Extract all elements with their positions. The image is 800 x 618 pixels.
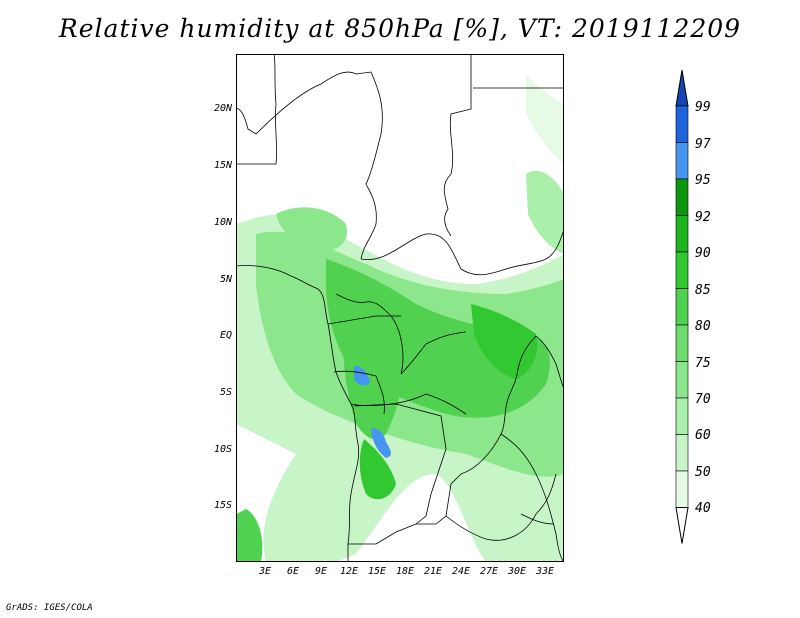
colorbar-label: 80 [695, 319, 711, 334]
lon-label: 12E [339, 566, 359, 577]
colorbar-label: 99 [695, 100, 711, 115]
colorbar-bin [675, 324, 689, 362]
colorbar-label: 85 [695, 283, 711, 298]
colorbar-bin [675, 105, 689, 143]
grads-credit: GrADS: IGES/COLA [6, 603, 93, 613]
lon-label: 18E [395, 566, 415, 577]
lat-label: 20N [213, 103, 232, 114]
lon-label: 3E [258, 566, 272, 577]
colorbar-bin [675, 397, 689, 435]
lon-label: 24E [451, 566, 471, 577]
colorbar-label: 50 [695, 465, 711, 480]
lon-label: 9E [314, 566, 328, 577]
colorbar-label: 60 [695, 428, 711, 443]
lat-label: 15N [213, 160, 232, 171]
colorbar-label: 75 [695, 356, 711, 371]
lat-label: 10N [213, 217, 232, 228]
country-borders [236, 54, 564, 562]
humidity-map [236, 54, 564, 562]
lon-label: 6E [286, 566, 300, 577]
colorbar-min-triangle [675, 507, 689, 544]
colorbar-bin [675, 361, 689, 399]
lat-label: 10S [213, 444, 232, 455]
lat-label: 15S [213, 500, 232, 511]
lat-label: EQ [219, 330, 232, 341]
colorbar-label: 95 [695, 173, 711, 188]
lat-label: 5N [219, 274, 232, 285]
colorbar-bin [675, 178, 689, 216]
colorbar-max-triangle [675, 70, 689, 107]
colorbar-bin [675, 215, 689, 253]
colorbar-bin [675, 142, 689, 180]
humidity-field [236, 74, 564, 562]
lon-label: 27E [479, 566, 499, 577]
colorbar-label: 97 [695, 137, 711, 152]
colorbar-label: 40 [695, 501, 711, 516]
colorbar-bin [675, 470, 689, 508]
colorbar-label: 90 [695, 246, 711, 261]
colorbar [675, 70, 689, 544]
colorbar-bin [675, 288, 689, 326]
colorbar-bin [675, 434, 689, 472]
colorbar-label: 92 [695, 210, 711, 225]
lon-label: 21E [423, 566, 443, 577]
colorbar-bin [675, 251, 689, 289]
lon-label: 15E [367, 566, 387, 577]
lon-label: 30E [507, 566, 527, 577]
lon-label: 33E [535, 566, 555, 577]
lat-label: 5S [219, 387, 232, 398]
map-title: Relative humidity at 850hPa [%], VT: 201… [58, 14, 742, 43]
colorbar-label: 70 [695, 392, 711, 407]
